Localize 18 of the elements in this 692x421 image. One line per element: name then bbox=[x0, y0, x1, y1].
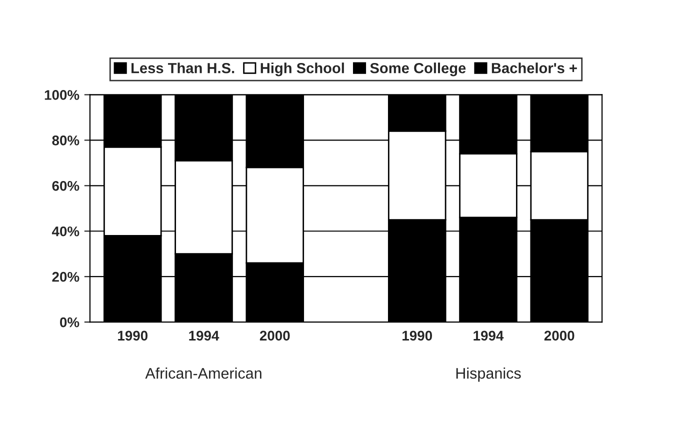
y-tick-label: 0% bbox=[60, 317, 80, 328]
y-tick-label: 100% bbox=[44, 90, 80, 100]
x-tick-label: 1994 bbox=[474, 330, 504, 341]
y-tick-label: 80% bbox=[52, 136, 80, 146]
text: Hispanics bbox=[456, 368, 521, 382]
y-tick-label: 40% bbox=[52, 226, 80, 236]
x-tick-label: 1990 bbox=[402, 330, 432, 341]
y-tick-label: 60% bbox=[52, 180, 80, 191]
x-tick-label: 1990 bbox=[118, 330, 148, 341]
x-tick-label: 2000 bbox=[544, 330, 574, 341]
x-tick-label: 2000 bbox=[260, 330, 290, 341]
y-tick-label: 20% bbox=[52, 272, 80, 282]
text: African-American bbox=[145, 368, 262, 379]
legend-label: Less Than H.S. bbox=[132, 62, 234, 74]
x-tick-label: 1994 bbox=[189, 330, 220, 341]
legend-label: High School bbox=[260, 62, 344, 76]
legend-label: Bachelor's + bbox=[492, 62, 577, 74]
legend-label: Some College bbox=[370, 62, 466, 76]
